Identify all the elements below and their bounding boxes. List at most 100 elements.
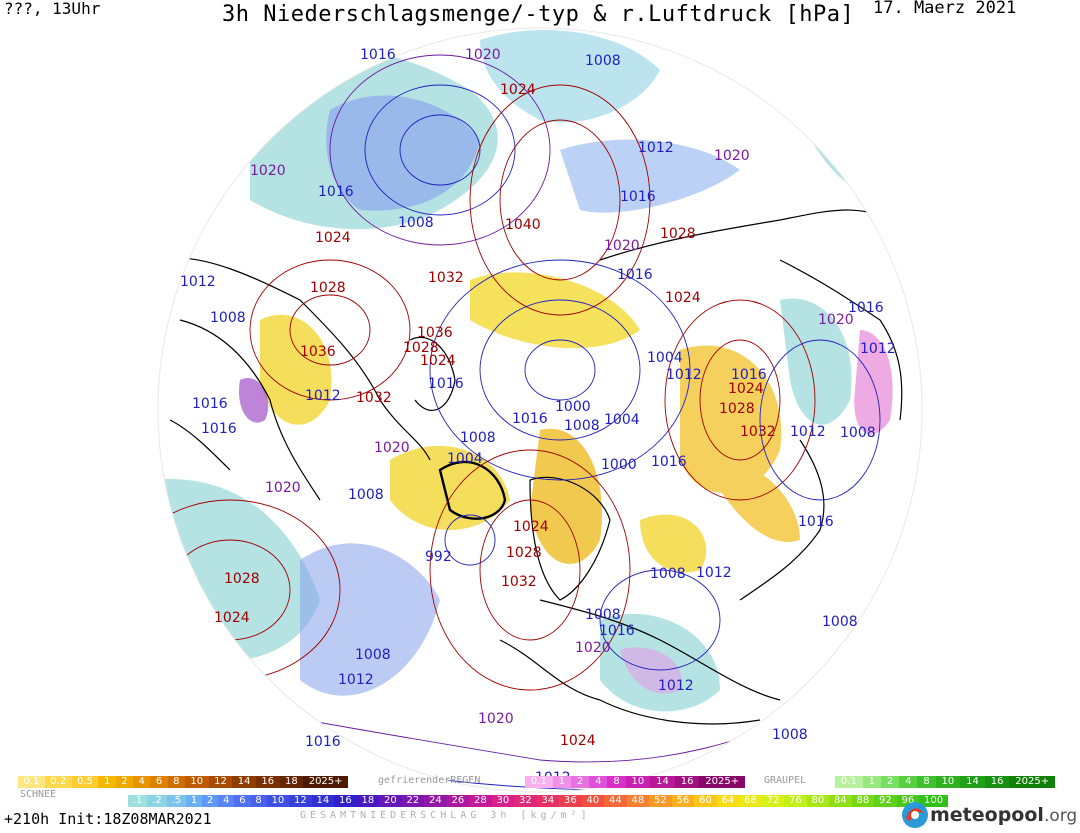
isobar-label: 1008: [564, 418, 600, 434]
total-scale-cell: 4: [218, 795, 235, 807]
map-title: 3h Niederschlagsmenge/-typ & r.Luftdruck…: [222, 2, 855, 27]
snow-scale-title: SCHNEE: [20, 789, 57, 800]
freezing-rain-scale-cell: 16: [674, 776, 700, 788]
total-scale-cell: 8: [250, 795, 267, 807]
total-scale-cell: 6: [234, 795, 251, 807]
isobar-label: 1020: [250, 163, 286, 179]
valid-date: 17. Maerz 2021: [873, 0, 1017, 18]
total-scale-cell: 88: [851, 795, 875, 807]
isobar-label: 1000: [555, 399, 591, 415]
isobar-label: 1016: [201, 421, 237, 437]
logo-tld: .org: [1043, 806, 1078, 826]
freezing-rain-scale-cell: 2: [570, 776, 590, 788]
logo-text: meteopool.org: [930, 804, 1077, 826]
isobar-label: 1020: [465, 47, 501, 63]
total-scale-cell: 34: [536, 795, 560, 807]
isobar-label: 1012: [790, 424, 826, 440]
graupel-scale-cell: 14: [960, 776, 985, 788]
isobar-label: 1008: [210, 310, 246, 326]
isobar-label: 1020: [265, 480, 301, 496]
precipitation-layer: [158, 30, 893, 712]
snow-scale-cell: 18: [279, 776, 304, 788]
isobar-label: 1020: [478, 711, 514, 727]
isobar-label: 1020: [714, 148, 750, 164]
snow-scale-cell: 12: [208, 776, 233, 788]
isobar-label: 992: [425, 549, 452, 565]
snow-scale-cell: 4: [133, 776, 151, 788]
isobar-label: 1004: [604, 412, 640, 428]
graupel-scale-cell: 8: [917, 776, 936, 788]
isobar-label: 1024: [214, 610, 250, 626]
isobar-label: 1008: [840, 425, 876, 441]
isobar-label: 1012: [180, 274, 216, 290]
isobar-label: 1024: [560, 733, 596, 749]
isobar-labels: 1016 1020 1008 1024 1020 1016 1008 1024 1040 1012…: [180, 47, 896, 786]
graupel-scale-cell: 4: [899, 776, 918, 788]
total-scale-cell: 28: [469, 795, 492, 807]
snow-scale: 0.1 0.2 0.5 1 2 4 6 8 10 12 14 16 18 2025+: [18, 776, 348, 788]
isobar-label: 1016: [617, 267, 653, 283]
isobar-label: 1024: [665, 290, 701, 306]
graupel-scale-cell: 1: [862, 776, 881, 788]
isobar-label: 1024: [420, 353, 456, 369]
isobar-label: 1016: [848, 300, 884, 316]
freezing-rain-scale-cell: 4: [589, 776, 608, 788]
freezing-rain-scale-cell: 14: [650, 776, 675, 788]
isobar-label: 1020: [604, 238, 640, 254]
isobar-label: 1016: [731, 367, 767, 383]
isobar-label: 1000: [601, 457, 637, 473]
isobar-label: 1036: [417, 325, 453, 341]
polar-map: 1016 1020 1008 1024 1020 1016 1008 1024 1040 1012…: [157, 27, 923, 793]
graupel-scale: 0.1 1 2 4 8 10 14 16 2025+: [835, 776, 1056, 788]
isobar-label: 1012: [696, 565, 732, 581]
freezing-rain-scale-cell: 1: [552, 776, 571, 788]
total-scale-cell: 92: [874, 795, 897, 807]
total-scale-cell: 36: [559, 795, 582, 807]
forecast-time-label: ???, 13Uhr: [4, 0, 101, 18]
total-scale-cell: 64: [716, 795, 740, 807]
graupel-scale-cell: 2: [880, 776, 900, 788]
total-scale-cell: 80: [806, 795, 830, 807]
isobar-label: 1012: [658, 678, 694, 694]
total-precip-scale-title: GESAMTNIEDERSCHLAG 3h [kg/m²]: [300, 810, 591, 821]
graupel-scale-title: GRAUPEL: [764, 775, 807, 786]
isobar-label: 1028: [310, 280, 346, 296]
isobar-label: 1008: [650, 566, 686, 582]
isobar-label: 1008: [460, 430, 496, 446]
isobar-label: 1016: [360, 47, 396, 63]
meteopool-logo[interactable]: meteopool.org: [900, 800, 1077, 830]
isobar-label: 1040: [505, 217, 541, 233]
isobar-label: 1016: [620, 189, 656, 205]
total-scale-cell: .2: [147, 795, 167, 807]
isobar-label: 1016: [428, 376, 464, 392]
isobar-label: 1008: [585, 53, 621, 69]
total-scale-cell: 10: [266, 795, 290, 807]
total-scale-cell: 60: [694, 795, 717, 807]
isobar-label: 1008: [398, 215, 434, 231]
isobar-label: 1032: [740, 424, 776, 440]
isobar-label: 1032: [428, 270, 464, 286]
total-scale-cell: 12: [289, 795, 312, 807]
total-scale-cell: 84: [829, 795, 852, 807]
total-scale-cell: 56: [671, 795, 695, 807]
isobar-label: 1028: [506, 545, 542, 561]
isobar-label: 1008: [355, 647, 391, 663]
snow-scale-cell: 16: [255, 776, 280, 788]
isobar-label: 1012: [338, 672, 374, 688]
total-scale-cell: 68: [739, 795, 762, 807]
total-scale-cell: 20: [379, 795, 402, 807]
total-precip-scale: .1.2.5 1 2 4 6 8 10 12 14 16 18 20 22 24 26 28 30 32 34 36 4…: [128, 795, 948, 807]
total-scale-cell: 26: [446, 795, 470, 807]
isobar-label: 1024: [315, 230, 351, 246]
logo-word: meteopool: [930, 804, 1044, 826]
isobar-label: 1020: [575, 640, 611, 656]
total-scale-cell: 14: [311, 795, 335, 807]
isobar-label: 1024: [500, 82, 536, 98]
isobar-label: 1028: [403, 340, 439, 356]
isobar-label: 1016: [318, 184, 354, 200]
total-scale-cell: 52: [649, 795, 672, 807]
graupel-scale-cell: 16: [984, 776, 1010, 788]
isobar-label: 1004: [647, 350, 683, 366]
total-scale-cell: 30: [491, 795, 515, 807]
total-scale-cell: .1: [128, 795, 148, 807]
